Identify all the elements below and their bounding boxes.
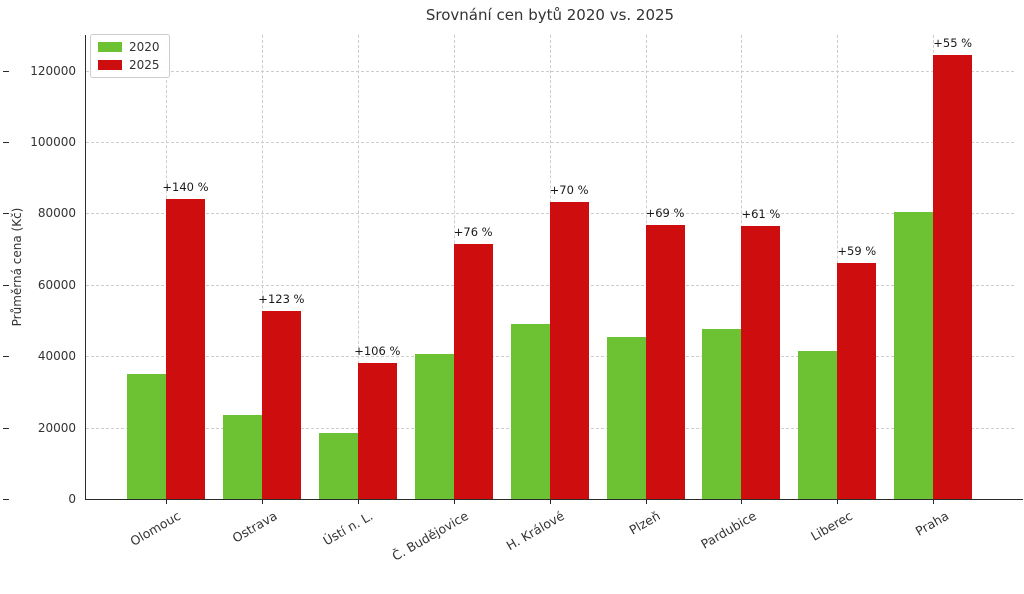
annotation-praha: +55 % xyxy=(933,35,973,50)
bar-2025-c-bude-jovice xyxy=(453,243,493,499)
y-tick-120000 xyxy=(3,70,9,72)
x-tick-c-bude-jovice xyxy=(453,499,455,504)
annotation-ostrava: +123 % xyxy=(258,292,305,307)
y-tick-label-0: 0 xyxy=(68,492,76,506)
bar-2025-olomouc xyxy=(166,199,205,499)
bar-2020-olomouc xyxy=(127,374,166,499)
bar-2020-h-kra-love xyxy=(510,324,550,499)
x-tick-ostrava xyxy=(261,499,263,504)
x-tick-label-c-bude-jovice: Č. Budějovice xyxy=(389,508,472,564)
bar-2020-plzen xyxy=(606,336,646,499)
legend-swatch-2020 xyxy=(98,42,122,52)
y-tick-100000 xyxy=(3,142,9,144)
bar-2025-pardubice xyxy=(741,225,781,499)
y-tick-label-20000: 20000 xyxy=(37,420,76,435)
x-tick-h-kra-love xyxy=(549,499,551,504)
x-tick-liberec xyxy=(837,499,839,504)
legend: 2020 2025 xyxy=(90,34,170,78)
y-tick-60000 xyxy=(3,284,9,286)
x-tick-olomouc xyxy=(166,499,167,504)
chart-title: Srovnání cen bytů 2020 vs. 2025 xyxy=(425,6,675,24)
bar-2025-praha xyxy=(933,54,973,499)
bar-2020-u-sti-n-l xyxy=(318,432,358,499)
x-tick-u-sti-n-l xyxy=(357,499,359,504)
y-tick-0 xyxy=(3,499,9,500)
bar-2025-liberec xyxy=(837,263,877,499)
y-tick-20000 xyxy=(3,427,9,429)
y-tick-80000 xyxy=(3,213,9,215)
bar-2020-ostrava xyxy=(222,414,262,499)
x-tick-label-u-sti-n-l: Ústí n. L. xyxy=(320,508,376,549)
x-tick-label-plzen: Plzeň xyxy=(626,508,663,538)
legend-swatch-2025 xyxy=(98,60,122,70)
annotation-h-kra-love: +70 % xyxy=(549,182,589,197)
x-tick-label-olomouc: Olomouc xyxy=(127,508,184,549)
x-tick-label-liberec: Liberec xyxy=(807,508,855,544)
y-tick-label-120000: 120000 xyxy=(30,63,76,78)
bar-2025-plzen xyxy=(645,224,685,499)
bar-2025-ostrava xyxy=(261,311,301,499)
y-tick-label-40000: 40000 xyxy=(37,349,76,364)
x-tick-plzen xyxy=(645,499,647,504)
gridline-x-u-sti-n-l xyxy=(357,35,359,499)
annotation-plzen: +69 % xyxy=(645,205,685,220)
x-tick-label-praha: Praha xyxy=(912,508,951,539)
legend-item-2025: 2025 xyxy=(98,58,160,72)
legend-item-2020: 2020 xyxy=(98,40,160,54)
annotation-u-sti-n-l: +106 % xyxy=(354,344,401,358)
bar-2020-praha xyxy=(894,212,934,499)
bar-2025-h-kra-love xyxy=(549,201,589,499)
plot-area: +140 % +123 % +106 % +76 % +70 % +69 % +61 % +5… xyxy=(85,35,1023,500)
y-tick-label-60000: 60000 xyxy=(37,277,76,292)
x-tick-label-ostrava: Ostrava xyxy=(229,508,280,546)
bar-2020-pardubice xyxy=(702,329,742,499)
annotation-olomouc: +140 % xyxy=(162,180,209,195)
y-axis-spine xyxy=(85,35,86,499)
x-tick-label-h-kra-love: H. Králové xyxy=(503,508,568,554)
bar-2020-c-bude-jovice xyxy=(414,354,454,499)
x-tick-label-pardubice: Pardubice xyxy=(698,508,759,552)
x-tick-pardubice xyxy=(741,499,743,504)
bar-2020-liberec xyxy=(798,350,838,499)
y-tick-40000 xyxy=(3,356,9,358)
y-tick-label-80000: 80000 xyxy=(37,206,76,221)
y-axis-label: Průměrná cena (Kč) xyxy=(10,207,24,327)
annotation-liberec: +59 % xyxy=(837,244,877,259)
x-tick-praha xyxy=(933,499,935,504)
legend-label-2020: 2020 xyxy=(129,40,160,54)
annotation-c-bude-jovice: +76 % xyxy=(453,224,493,239)
x-axis-spine xyxy=(85,498,1023,500)
y-tick-label-100000: 100000 xyxy=(30,135,76,150)
gridline-x-ostrava xyxy=(261,35,263,499)
annotation-pardubice: +61 % xyxy=(741,206,781,221)
legend-label-2025: 2025 xyxy=(129,58,160,72)
bar-2025-u-sti-n-l xyxy=(357,363,397,499)
